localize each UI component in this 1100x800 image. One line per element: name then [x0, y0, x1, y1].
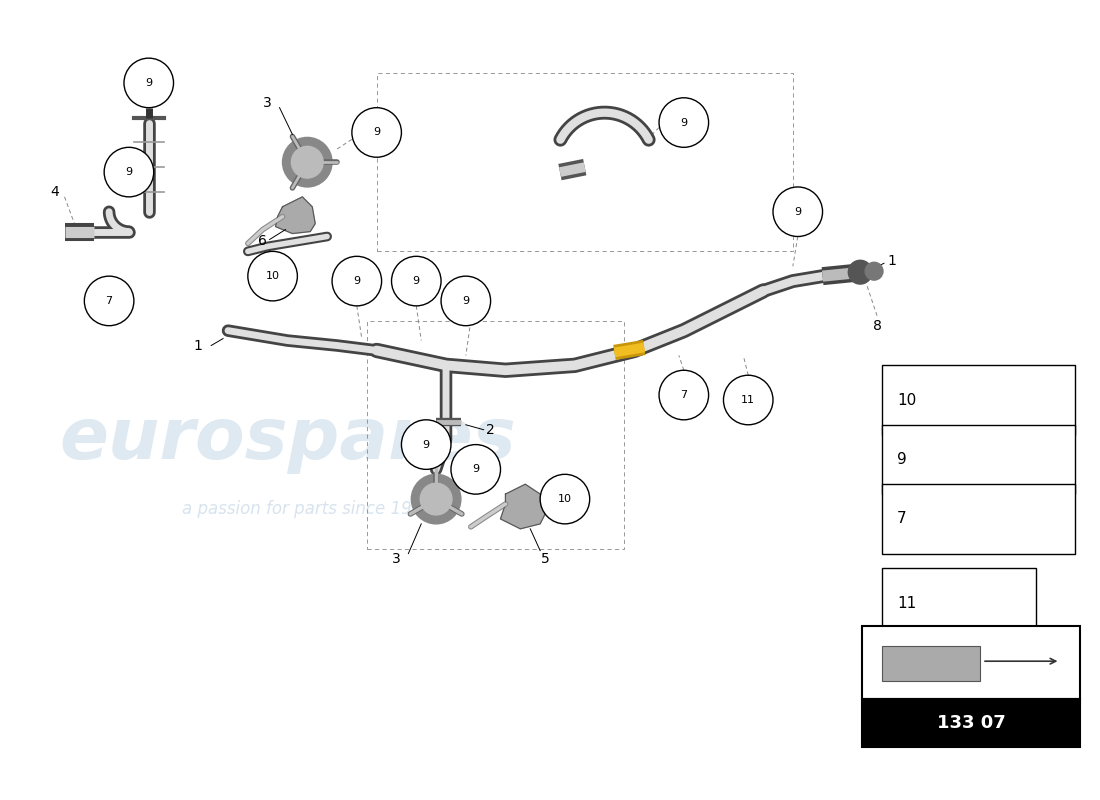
Circle shape — [451, 445, 501, 494]
Text: 7: 7 — [896, 511, 906, 526]
Circle shape — [659, 98, 708, 147]
Circle shape — [659, 370, 708, 420]
Text: 3: 3 — [392, 551, 400, 566]
Circle shape — [411, 474, 461, 524]
Text: 2: 2 — [486, 422, 495, 437]
Bar — [862, 626, 1080, 699]
Text: 1: 1 — [194, 338, 202, 353]
Circle shape — [248, 251, 297, 301]
Bar — [882, 569, 1035, 638]
Text: 6: 6 — [258, 234, 267, 249]
Bar — [882, 366, 1075, 434]
Text: 3: 3 — [263, 96, 272, 110]
Text: 9: 9 — [462, 296, 470, 306]
Text: eurospares: eurospares — [59, 405, 516, 474]
Circle shape — [724, 375, 773, 425]
Circle shape — [352, 108, 402, 158]
Circle shape — [124, 58, 174, 108]
Circle shape — [392, 256, 441, 306]
Circle shape — [441, 276, 491, 326]
Text: 7: 7 — [106, 296, 112, 306]
Circle shape — [85, 276, 134, 326]
Circle shape — [773, 187, 823, 237]
Circle shape — [420, 483, 452, 515]
Text: 9: 9 — [412, 276, 420, 286]
Bar — [882, 646, 980, 682]
Circle shape — [402, 420, 451, 470]
Circle shape — [848, 260, 872, 284]
Circle shape — [540, 474, 590, 524]
Text: 8: 8 — [872, 318, 881, 333]
Text: 11: 11 — [741, 395, 756, 405]
Text: 9: 9 — [472, 464, 480, 474]
Text: 11: 11 — [896, 596, 916, 610]
Text: 5: 5 — [541, 551, 550, 566]
Text: 9: 9 — [794, 206, 801, 217]
Text: 10: 10 — [558, 494, 572, 504]
Bar — [882, 484, 1075, 554]
Text: 4: 4 — [51, 185, 59, 199]
Text: 9: 9 — [680, 118, 688, 127]
Circle shape — [283, 138, 332, 187]
Bar — [862, 699, 1080, 747]
Text: 10: 10 — [265, 271, 279, 281]
Circle shape — [292, 146, 323, 178]
Text: a passion for parts since 1985: a passion for parts since 1985 — [182, 500, 432, 518]
Bar — [882, 425, 1075, 494]
Circle shape — [332, 256, 382, 306]
Circle shape — [866, 262, 883, 280]
Text: 133 07: 133 07 — [937, 714, 1005, 732]
Text: 1: 1 — [888, 254, 896, 268]
Text: 9: 9 — [896, 452, 906, 467]
Polygon shape — [500, 484, 546, 529]
Text: 9: 9 — [145, 78, 152, 88]
Text: 9: 9 — [373, 127, 381, 138]
Text: 10: 10 — [896, 393, 916, 407]
Text: 9: 9 — [422, 439, 430, 450]
Circle shape — [104, 147, 154, 197]
Text: 9: 9 — [125, 167, 132, 177]
Polygon shape — [276, 197, 316, 234]
Text: 9: 9 — [353, 276, 361, 286]
Text: 7: 7 — [680, 390, 688, 400]
